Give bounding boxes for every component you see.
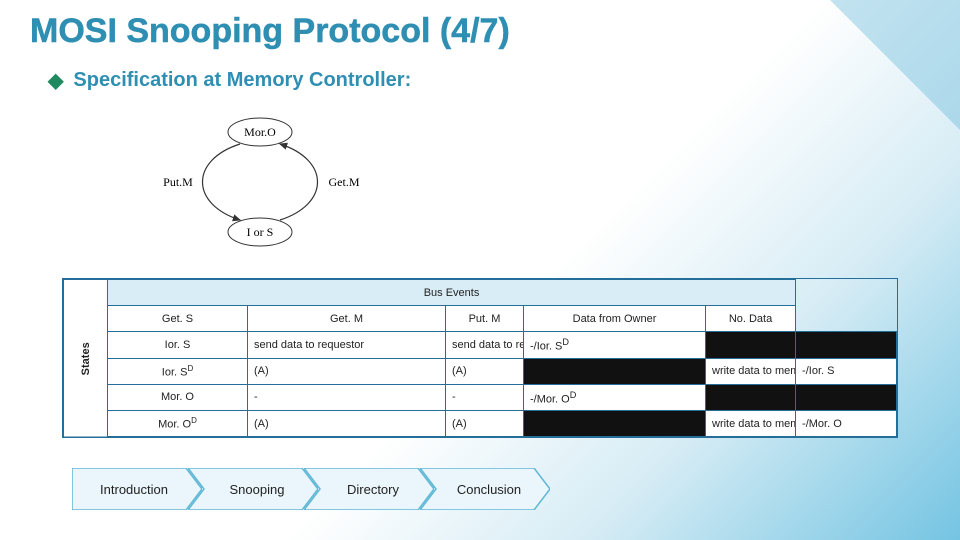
table-cell: ██████ <box>796 384 897 411</box>
table-cell: - <box>446 384 524 411</box>
row-label: Mor. O <box>108 384 248 411</box>
table-cell: ██████ <box>524 358 706 384</box>
table-cell: - <box>248 384 446 411</box>
edge-getm: Get.M <box>329 175 360 189</box>
chevron-step[interactable]: Directory <box>304 468 434 510</box>
table-cell: (A) <box>446 411 524 437</box>
table-cell: ██████ <box>706 332 796 359</box>
node-moro: Mor.O <box>244 125 276 139</box>
bullet-icon: ◆ <box>48 68 63 93</box>
table-cell: -/Ior. S <box>796 358 897 384</box>
state-diagram: Mor.O I or S Put.M Get.M <box>130 110 390 260</box>
row-label: Mor. OD <box>108 411 248 437</box>
chevron-label: Introduction <box>100 482 168 497</box>
table-cell: (A) <box>248 411 446 437</box>
table-cell: send data to requestor <box>248 332 446 359</box>
edge-putm: Put.M <box>163 175 193 189</box>
table-cell: write data to memory/Ior. S <box>706 411 796 437</box>
table-cell: -/Ior. SD <box>524 332 706 359</box>
table-cell: send data to requestor/Mor. O <box>446 332 524 359</box>
states-header: States <box>64 280 108 437</box>
column-header: No. Data <box>706 306 796 332</box>
chevron-nav: Introduction Snooping Directory Conclusi… <box>72 468 550 510</box>
table-cell: -/Mor. O <box>796 411 897 437</box>
table-cell: (A) <box>248 358 446 384</box>
chevron-label: Snooping <box>230 482 285 497</box>
chevron-step[interactable]: Snooping <box>188 468 318 510</box>
node-iors: I or S <box>247 225 274 239</box>
subtitle: Specification at Memory Controller: <box>73 69 411 92</box>
slide-title: MOSI Snooping Protocol (4/7) <box>30 12 510 51</box>
table-cell: ██████ <box>706 384 796 411</box>
chevron-step[interactable]: Introduction <box>72 468 202 510</box>
row-label: Ior. S <box>108 332 248 359</box>
slide: MOSI Snooping Protocol (4/7) ◆ Specifica… <box>0 0 960 540</box>
column-header: Get. S <box>108 306 248 332</box>
table-cell: -/Mor. OD <box>524 384 706 411</box>
table-cell: write data to memory/Ior. S <box>706 358 796 384</box>
table-cell: (A) <box>446 358 524 384</box>
column-header: Get. M <box>248 306 446 332</box>
table-cell: ██████ <box>524 411 706 437</box>
table-cell: ██████ <box>796 332 897 359</box>
column-header: Put. M <box>446 306 524 332</box>
bus-events-header: Bus Events <box>108 280 796 306</box>
subtitle-row: ◆ Specification at Memory Controller: <box>48 68 411 93</box>
spec-table: StatesBus EventsGet. SGet. MPut. MData f… <box>62 278 898 438</box>
column-header: Data from Owner <box>524 306 706 332</box>
row-label: Ior. SD <box>108 358 248 384</box>
chevron-step[interactable]: Conclusion <box>420 468 550 510</box>
chevron-label: Conclusion <box>457 482 521 497</box>
corner-decoration <box>830 0 960 130</box>
chevron-label: Directory <box>347 482 399 497</box>
